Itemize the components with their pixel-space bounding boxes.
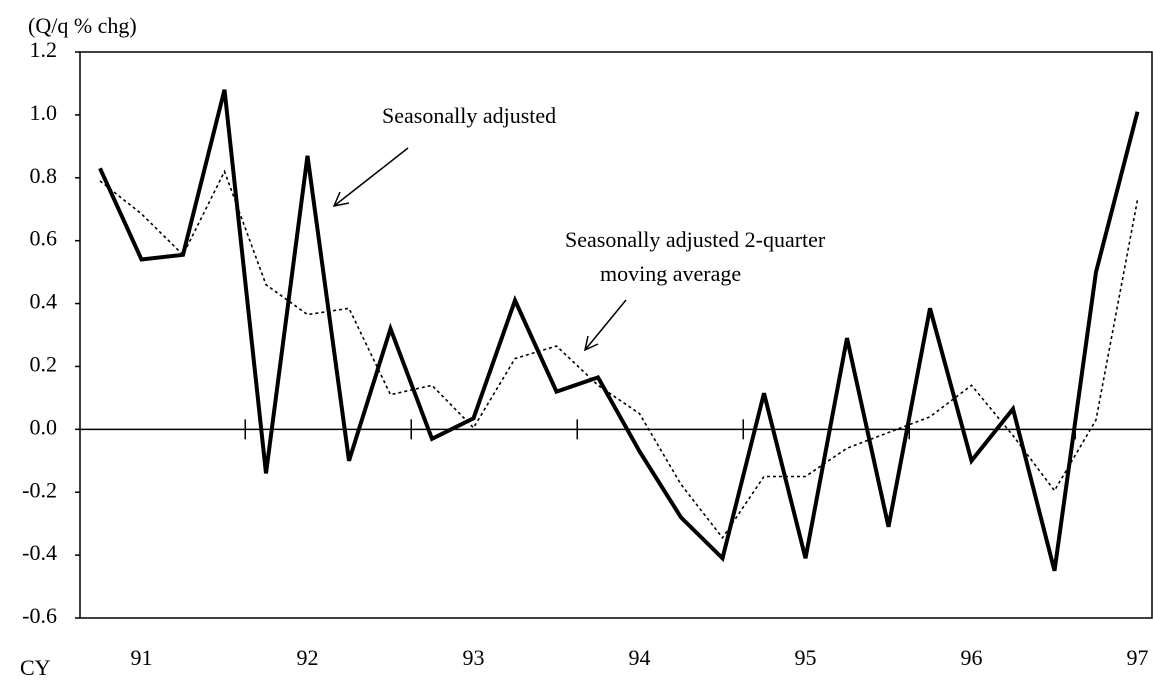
y-tick-label: 0.6 [30,226,58,251]
plot-frame [79,51,1153,619]
y-tick-label: -0.4 [22,540,57,565]
y-axis-label: (Q/q % chg) [28,13,137,38]
y-tick-label: 0.4 [30,289,58,314]
x-tick-label: 95 [795,645,817,670]
x-tick-label: 91 [131,645,153,670]
annotation-arrow [583,299,627,352]
y-tick-label: -0.6 [22,603,57,628]
y-tick-label: 1.2 [30,37,58,62]
x-axis-label: CY [20,655,51,680]
annotation: Seasonally adjusted [382,103,556,128]
y-tick-label: -0.2 [22,477,57,502]
x-tick-label: 96 [961,645,983,670]
x-tick-label: 97 [1127,645,1149,670]
annotation: moving average [600,261,741,286]
y-tick-label: 1.0 [30,100,58,125]
y-tick-label: 0.8 [30,163,58,188]
annotation: Seasonally adjusted 2-quarter [565,227,826,252]
y-tick-label: 0.0 [30,414,58,439]
x-tick-label: 92 [297,645,319,670]
x-tick-label: 94 [629,645,651,670]
y-tick-label: 0.2 [30,351,58,376]
series-line [99,169,1139,540]
series-line [98,89,1140,572]
annotation-arrow [332,147,409,208]
x-tick-label: 93 [463,645,485,670]
